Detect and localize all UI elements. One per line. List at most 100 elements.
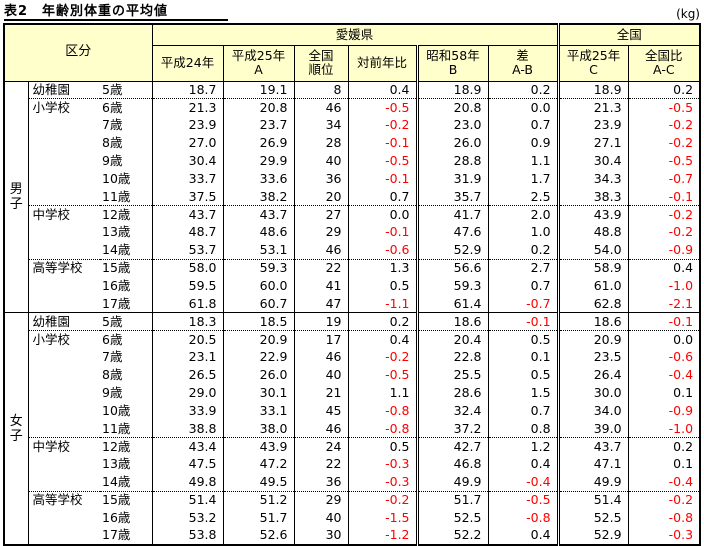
data-cell: -0.4 (627, 366, 701, 385)
data-cell: 0.0 (487, 98, 559, 117)
table-row: 9歳 29.0 30.1 21 1.1 28.6 1.5 30.0 0.1 (4, 384, 701, 403)
table-row: 高等学校 15歳 58.0 59.3 22 1.3 56.6 2.7 58.9 0.4 (4, 258, 701, 278)
data-cell: 33.7 (151, 170, 224, 189)
data-cell: 62.8 (556, 295, 629, 313)
school-cell (27, 473, 100, 492)
school-cell (27, 420, 100, 438)
data-cell: -0.3 (347, 473, 418, 492)
data-cell: 40 (293, 366, 349, 385)
age-cell: 6歳 (100, 330, 153, 349)
data-cell: 41.7 (415, 205, 489, 224)
data-cell: 46 (293, 348, 349, 367)
data-cell: 30.0 (556, 384, 629, 403)
data-cell: 0.5 (487, 366, 559, 385)
age-cell: 16歳 (100, 509, 153, 528)
data-cell: 0.2 (487, 241, 559, 260)
data-cell: 60.7 (222, 295, 295, 313)
data-cell: -1.1 (347, 295, 418, 313)
data-cell: 35.7 (415, 188, 489, 206)
data-cell: 0.7 (487, 402, 559, 421)
data-cell: 43.7 (222, 205, 295, 224)
table-row: 中学校 12歳 43.7 43.7 27 0.0 41.7 2.0 43.9 -0.2 (4, 205, 701, 224)
data-cell: 1.5 (487, 384, 559, 403)
col-header-yoy: 対前年比 (347, 44, 418, 82)
data-cell: 23.9 (556, 116, 629, 135)
table-row: 男子幼稚園 5歳 18.7 19.1 8 0.4 18.9 0.2 18.9 0.2 (3, 81, 701, 313)
gender-label: 男子 (3, 81, 29, 313)
age-cell: 14歳 (100, 241, 153, 260)
data-cell: 52.6 (222, 527, 295, 545)
age-cell: 13歳 (100, 223, 153, 242)
data-cell: 33.1 (222, 402, 295, 421)
col-header-line2: A-C (653, 62, 675, 77)
data-cell: 18.3 (151, 312, 224, 331)
school-cell (27, 455, 100, 474)
col-header-line1: 全国 (308, 47, 334, 63)
data-cell: 51.2 (222, 490, 295, 510)
data-cell: 38.3 (556, 188, 629, 206)
data-cell: -0.1 (347, 223, 418, 242)
table-row: 女子幼稚園 5歳 18.3 18.5 19 0.2 18.6 -0.1 18.6 -0.1 (3, 312, 701, 545)
unit-label: (kg) (676, 7, 700, 21)
col-header-line1: 平成24年 (160, 54, 215, 70)
age-cell: 9歳 (100, 384, 153, 403)
data-cell: 20.5 (151, 330, 224, 349)
col-header-ratio-ac: 全国比 A-C (627, 44, 701, 82)
group-header-row: 区分 愛媛県 全国 (3, 23, 701, 82)
data-cell: -0.7 (627, 170, 701, 189)
data-cell: 18.9 (556, 81, 629, 99)
data-cell: -0.8 (347, 420, 418, 438)
data-cell: 48.8 (556, 223, 629, 242)
data-cell: 25.5 (415, 366, 489, 385)
data-cell: 0.5 (347, 277, 418, 296)
data-cell: 49.8 (151, 473, 224, 492)
school-cell: 小学校 (27, 98, 100, 117)
age-cell: 7歳 (100, 116, 153, 135)
data-cell: 0.4 (347, 81, 418, 99)
data-cell: 20.8 (415, 98, 489, 117)
age-cell: 9歳 (100, 152, 153, 171)
age-cell: 8歳 (100, 366, 153, 385)
data-cell: 43.7 (556, 437, 629, 456)
data-cell: 18.7 (151, 81, 224, 99)
data-cell: 0.2 (347, 312, 418, 331)
data-cell: 53.1 (222, 241, 295, 260)
data-cell: 1.1 (487, 152, 559, 171)
data-cell: -0.8 (627, 509, 701, 528)
col-header-line1: 昭和58年 (426, 47, 480, 63)
age-cell: 15歳 (100, 258, 153, 278)
data-cell: 1.2 (487, 437, 559, 456)
col-header-line1: 対前年比 (356, 54, 407, 70)
data-cell: -0.9 (627, 241, 701, 260)
table-row: 7歳 23.9 23.7 34 -0.2 23.0 0.7 23.9 -0.2 (4, 116, 701, 135)
col-header-line1: 差 (516, 47, 529, 63)
data-cell: 47.5 (151, 455, 224, 474)
data-cell: 22 (293, 455, 349, 474)
school-cell (27, 188, 100, 206)
age-cell: 17歳 (100, 527, 153, 545)
title-row: 表2 年齢別体重の平均値 (kg) (3, 2, 701, 21)
data-cell: 0.1 (627, 455, 701, 474)
data-cell: -0.2 (627, 116, 701, 135)
data-cell: 26.0 (415, 134, 489, 153)
age-cell: 16歳 (100, 277, 153, 296)
data-cell: 29.9 (222, 152, 295, 171)
table-row: 10歳 33.9 33.1 45 -0.8 32.4 0.7 34.0 -0.9 (4, 402, 701, 421)
data-cell: 0.7 (347, 188, 418, 206)
data-cell: 22.8 (415, 348, 489, 367)
data-cell: -0.5 (347, 152, 418, 171)
data-cell: 37.2 (415, 420, 489, 438)
data-cell: 0.2 (487, 81, 559, 99)
col-header-line2: C (589, 62, 598, 77)
data-cell: -0.7 (487, 295, 559, 313)
data-cell: 2.7 (487, 258, 559, 278)
data-cell: 59.5 (151, 277, 224, 296)
data-cell: -0.2 (347, 490, 418, 510)
table-row: 13歳 48.7 48.6 29 -0.1 47.6 1.0 48.8 -0.2 (4, 223, 701, 242)
data-cell: -0.8 (347, 402, 418, 421)
data-cell: 0.4 (487, 527, 559, 545)
table-row: 14歳 53.7 53.1 46 -0.6 52.9 0.2 54.0 -0.9 (4, 241, 701, 260)
data-cell: 18.6 (556, 312, 629, 331)
data-cell: 61.0 (556, 277, 629, 296)
data-cell: 23.1 (151, 348, 224, 367)
